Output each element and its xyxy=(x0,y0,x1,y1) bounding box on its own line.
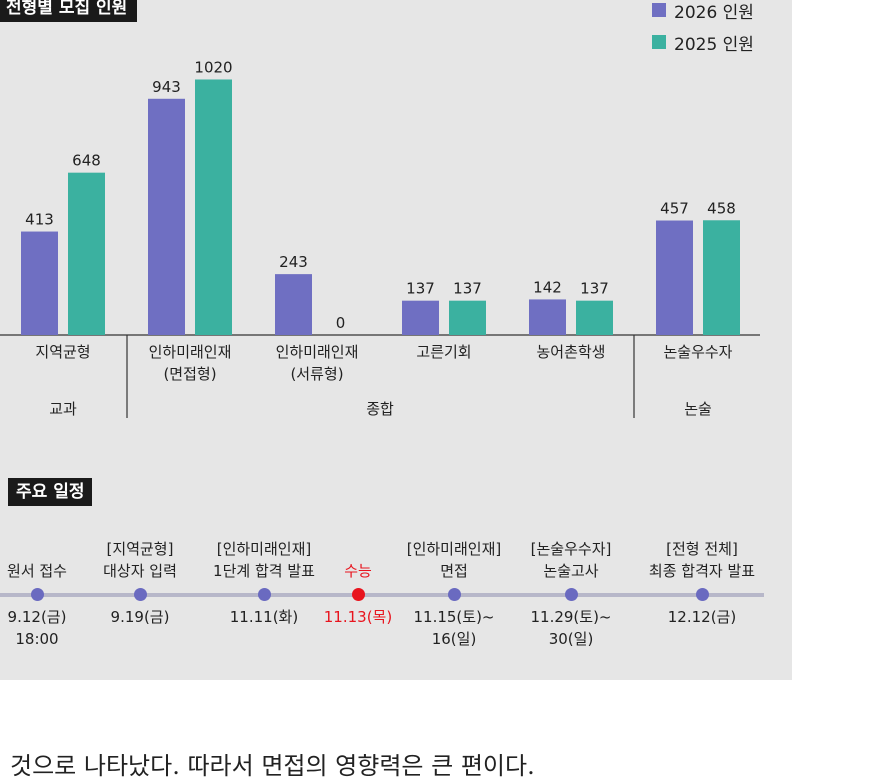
bar-2025-3 xyxy=(449,300,486,335)
data-label-2025-3: 137 xyxy=(453,280,482,298)
group-label-1: 종합 xyxy=(366,400,394,418)
legend-label-2026: 2026 인원 xyxy=(674,2,754,23)
event-dot-0 xyxy=(30,588,44,601)
event-date-5: 11.29(토)~ 30(일) xyxy=(530,608,612,648)
event-date-4: 11.15(토)~ 16(일) xyxy=(413,608,495,648)
data-label-2025-0: 648 xyxy=(72,152,101,170)
event-label-1: [지역균형] 대상자 입력 xyxy=(103,540,177,580)
event-label-box-0: 원서 접수 xyxy=(0,480,112,582)
category-label-0: 지역균형 xyxy=(35,343,90,361)
event-dot-1 xyxy=(133,588,147,601)
data-label-2025-5: 458 xyxy=(707,199,736,217)
category-label-1: 인하미래인재 (면접형) xyxy=(149,343,232,383)
bar-2026-4 xyxy=(529,299,566,335)
event-label-box-4: [인하미래인재] 면접 xyxy=(379,480,529,582)
bar-chart: 413 648 지역균형 943 1020 인하미래인재 (면접형) 243 0 인하미래인재 (서… xyxy=(0,58,760,418)
event-date-3: 11.13(목) xyxy=(323,608,393,626)
bar-2025-1 xyxy=(195,79,232,336)
data-label-2026-3: 137 xyxy=(406,280,435,298)
event-label-box-1: [지역균형] 대상자 입력 xyxy=(65,480,215,582)
chart-title: 전형별 모집 인원 xyxy=(0,0,138,22)
event-label-5: [논술우수자] 논술고사 xyxy=(530,540,612,580)
event-label-0: 원서 접수 xyxy=(7,562,67,580)
event-label-6: [전형 전체] 최종 합격자 발표 xyxy=(648,540,756,580)
data-label-2025-1: 1020 xyxy=(194,58,232,76)
event-date-box-3: 11.13(목) xyxy=(283,606,433,656)
legend-item-2025: 2025 인원 xyxy=(652,26,754,58)
event-date-box-4: 11.15(토)~ 16(일) xyxy=(379,606,529,656)
legend-swatch-2025 xyxy=(652,35,666,49)
event-date-2: 11.11(화) xyxy=(229,608,299,626)
event-label-3: 수능 xyxy=(344,562,372,580)
data-label-2026-1: 943 xyxy=(152,78,181,96)
event-date-box-2: 11.11(화) xyxy=(189,606,339,656)
event-label-box-6: [전형 전체] 최종 합격자 발표 xyxy=(627,480,777,582)
bar-2025-5 xyxy=(703,220,740,335)
data-label-2025-2: 0 xyxy=(336,314,346,332)
event-label-box-3: 수능 xyxy=(283,480,433,582)
group-label-0: 교과 xyxy=(49,400,77,418)
event-date-box-0: 9.12(금) 18:00 xyxy=(0,606,112,656)
bar-2025-4 xyxy=(576,300,613,335)
event-dot-2 xyxy=(257,588,271,601)
legend-swatch-2026 xyxy=(652,3,666,17)
event-date-6: 12.12(금) xyxy=(667,608,737,626)
data-label-2026-2: 243 xyxy=(279,253,308,271)
event-dot-6 xyxy=(695,588,709,601)
event-label-2: [인하미래인재] 1단계 합격 발표 xyxy=(213,540,315,580)
timeline-line xyxy=(0,593,764,597)
category-label-4: 농어촌학생 xyxy=(536,343,605,361)
bar-2026-0 xyxy=(21,231,58,335)
bar-2026-5 xyxy=(656,220,693,335)
data-label-2026-5: 457 xyxy=(660,200,689,218)
category-label-5: 논술우수자 xyxy=(663,343,732,361)
legend-item-2026: 2026 인원 xyxy=(652,0,754,26)
bar-2026-3 xyxy=(402,300,439,335)
event-label-box-2: [인하미래인재] 1단계 합격 발표 xyxy=(189,480,339,582)
event-date-box-1: 9.19(금) xyxy=(65,606,215,656)
bar-2026-2 xyxy=(275,274,312,335)
event-date-0: 9.12(금) 18:00 xyxy=(7,608,67,648)
data-label-2025-4: 137 xyxy=(580,280,609,298)
data-label-2026-4: 142 xyxy=(533,278,562,296)
legend-label-2025: 2025 인원 xyxy=(674,34,754,55)
event-date-1: 9.19(금) xyxy=(110,608,170,626)
event-dot-5 xyxy=(564,588,578,601)
event-dot-4 xyxy=(447,588,461,601)
category-label-3: 고른기회 xyxy=(416,343,471,361)
footer-text: 것으로 나타났다. 따라서 면접의 영향력은 큰 편이다. xyxy=(10,752,535,780)
bar-2025-0 xyxy=(68,172,105,335)
data-label-2026-0: 413 xyxy=(25,211,54,229)
group-label-2: 논술 xyxy=(684,400,712,418)
legend: 2026 인원 2025 인원 xyxy=(652,0,754,58)
event-dot-3 xyxy=(351,588,365,601)
event-date-box-5: 11.29(토)~ 30(일) xyxy=(496,606,646,656)
event-label-4: [인하미래인재] 면접 xyxy=(406,540,502,580)
event-date-box-6: 12.12(금) xyxy=(627,606,777,656)
schedule-title: 주요 일정 xyxy=(8,478,93,506)
bar-2026-1 xyxy=(148,98,185,335)
infographic-panel xyxy=(0,0,792,680)
category-label-2: 인하미래인재 (서류형) xyxy=(276,343,359,383)
event-label-box-5: [논술우수자] 논술고사 xyxy=(496,480,646,582)
